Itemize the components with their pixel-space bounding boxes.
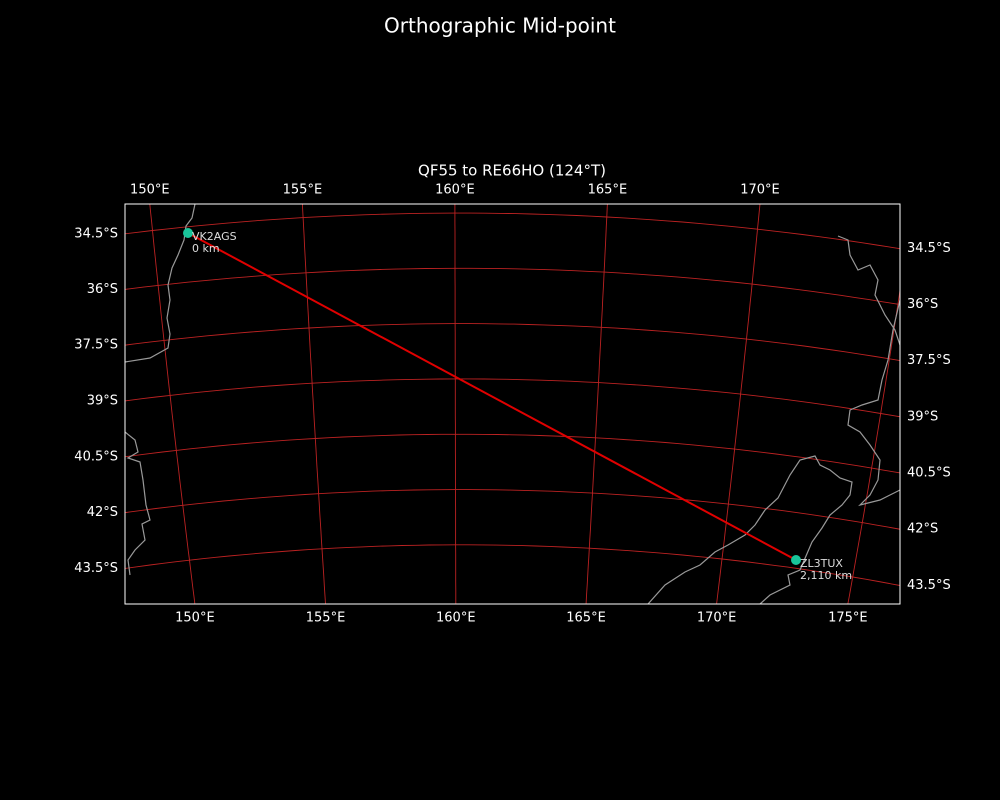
station-marker [183,228,193,238]
lon-tick-label: 165°E [566,611,606,626]
map-title: QF55 to RE66HO (124°T) [418,162,606,180]
meridian [301,204,326,604]
lon-tick-label: 175°E [828,611,868,626]
parallel [125,267,900,306]
figure-title: Orthographic Mid-point [384,14,616,38]
lon-tick-label: 165°E [588,183,628,198]
parallel [125,212,900,250]
lat-tick-label: 34.5°S [74,226,118,241]
graticule [125,204,900,604]
meridian [716,204,761,604]
lat-tick-label: 36°S [87,282,118,297]
parallel [125,433,900,474]
lat-tick-label: 42°S [907,522,938,537]
parallel [125,489,900,530]
station-marker [791,555,801,565]
lat-tick-label: 37.5°S [907,353,951,368]
lat-tick-label: 43.5°S [74,561,118,576]
lon-tick-label: 160°E [436,611,476,626]
meridian [847,287,900,604]
coastlines [125,204,900,604]
lat-tick-label: 40.5°S [74,449,118,464]
lat-tick-label: 42°S [87,505,118,520]
lat-tick-label: 37.5°S [74,338,118,353]
nz-south-island [647,455,853,604]
lon-tick-label: 150°E [130,183,170,198]
lat-tick-label: 36°S [907,297,938,312]
meridian [454,204,457,604]
lon-tick-label: 170°E [740,183,780,198]
lon-tick-label: 155°E [283,183,323,198]
lon-tick-label: 150°E [175,611,215,626]
station-name: VK2AGS [192,230,237,243]
parallel [125,323,900,362]
station-distance: 0 km [192,242,220,255]
lat-tick-label: 40.5°S [907,465,951,480]
parallel [125,544,900,586]
lon-tick-label: 160°E [435,183,475,198]
lat-tick-label: 39°S [87,393,118,408]
lat-tick-label: 39°S [907,409,938,424]
great-circle-path [187,232,797,561]
lat-tick-label: 43.5°S [907,578,951,593]
meridian [149,204,196,604]
parallel [125,378,900,418]
australia-coast-south [125,431,151,576]
australia-coast [125,204,196,363]
nz-north-island [837,235,900,507]
station-name: ZL3TUX [800,557,843,570]
lon-tick-label: 155°E [306,611,346,626]
lon-tick-label: 170°E [697,611,737,626]
lat-tick-label: 34.5°S [907,241,951,256]
map-frame [124,203,901,605]
meridian [585,204,608,604]
station-distance: 2,110 km [800,569,852,582]
